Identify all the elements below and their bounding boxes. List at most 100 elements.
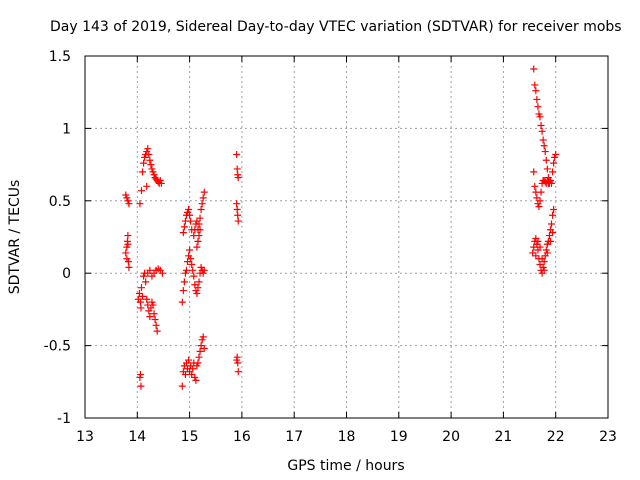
data-point — [137, 304, 145, 312]
data-point — [539, 136, 547, 144]
x-tick-label: 14 — [128, 429, 146, 445]
data-point — [147, 161, 155, 169]
data-point — [541, 148, 549, 156]
chart-title: Day 143 of 2019, Sidereal Day-to-day VTE… — [50, 19, 622, 35]
data-point — [234, 217, 242, 225]
data-point — [142, 278, 150, 286]
data-point — [197, 205, 205, 213]
data-point — [536, 197, 544, 205]
data-point — [146, 266, 154, 274]
data-point — [195, 232, 203, 240]
data-point — [187, 255, 195, 263]
data-point — [151, 316, 159, 324]
data-point — [152, 321, 160, 329]
data-point — [137, 284, 145, 292]
data-point — [149, 301, 157, 309]
grid — [85, 56, 608, 418]
data-point — [233, 150, 241, 158]
data-point — [186, 211, 194, 219]
y-axis-title: SDTVAR / TECUs — [7, 180, 23, 295]
data-point — [548, 220, 556, 228]
data-point — [548, 179, 556, 187]
data-point — [178, 382, 186, 390]
data-point — [196, 226, 204, 234]
data-point — [549, 229, 557, 237]
y-tick-label: 0.5 — [49, 194, 71, 210]
data-point — [196, 347, 204, 355]
data-point — [146, 156, 154, 164]
data-point — [234, 174, 242, 182]
data-point — [537, 122, 545, 130]
data-point — [552, 150, 560, 158]
data-point — [143, 295, 151, 303]
data-point — [189, 365, 197, 373]
data-point — [198, 200, 206, 208]
data-point — [550, 205, 558, 213]
data-point — [196, 214, 204, 222]
x-tick-labels: 13 14 15 16 17 18 19 20 21 22 23 — [76, 429, 617, 445]
data-point — [189, 266, 197, 274]
x-tick-label: 18 — [338, 429, 356, 445]
data-point — [188, 261, 196, 269]
data-point — [194, 284, 202, 292]
x-tick-label: 16 — [233, 429, 251, 445]
data-point — [194, 359, 202, 367]
data-point — [123, 255, 131, 263]
data-point — [195, 220, 203, 228]
data-point — [136, 200, 144, 208]
data-point — [180, 278, 188, 286]
y-tick-label: -0.5 — [44, 339, 71, 355]
x-tick-label: 17 — [285, 429, 303, 445]
data-point — [137, 187, 145, 195]
data-point — [181, 371, 189, 379]
data-point — [543, 165, 551, 173]
x-axis-title: GPS time / hours — [287, 458, 404, 474]
data-point — [546, 237, 554, 245]
data-point — [125, 263, 133, 271]
data-point — [179, 229, 187, 237]
data-point — [532, 252, 540, 260]
x-tick-label: 19 — [390, 429, 408, 445]
data-point — [139, 292, 147, 300]
data-point — [187, 217, 195, 225]
data-point — [144, 145, 152, 153]
data-point — [234, 368, 242, 376]
data-point — [122, 249, 130, 257]
data-point — [540, 266, 548, 274]
data-point — [537, 188, 545, 196]
data-point — [532, 87, 540, 95]
data-point — [536, 243, 544, 251]
data-point — [194, 237, 202, 245]
data-point — [540, 142, 548, 150]
data-point — [153, 327, 161, 335]
y-tick-label: 1 — [62, 121, 71, 137]
data-point — [200, 266, 208, 274]
data-point — [533, 95, 541, 103]
x-tick-label: 21 — [494, 429, 512, 445]
data-point — [195, 353, 203, 361]
data-point — [139, 168, 147, 176]
data-point — [199, 333, 207, 341]
data-point — [125, 200, 133, 208]
data-point — [178, 298, 186, 306]
data-point — [145, 150, 153, 158]
data-point — [234, 359, 242, 367]
data-point — [534, 237, 542, 245]
data-point — [143, 182, 151, 190]
data-point — [193, 243, 201, 251]
y-tick-label: -1 — [57, 411, 71, 427]
data-point — [530, 168, 538, 176]
data-point — [182, 266, 190, 274]
data-point — [193, 289, 201, 297]
x-tick-label: 23 — [599, 429, 617, 445]
data-point — [150, 310, 158, 318]
data-point — [124, 232, 132, 240]
x-tick-label: 13 — [76, 429, 94, 445]
data-point — [535, 203, 543, 211]
data-point — [199, 194, 207, 202]
data-point — [192, 376, 200, 384]
data-point — [543, 249, 551, 257]
plot-frame — [84, 55, 609, 419]
data-point — [538, 255, 546, 263]
